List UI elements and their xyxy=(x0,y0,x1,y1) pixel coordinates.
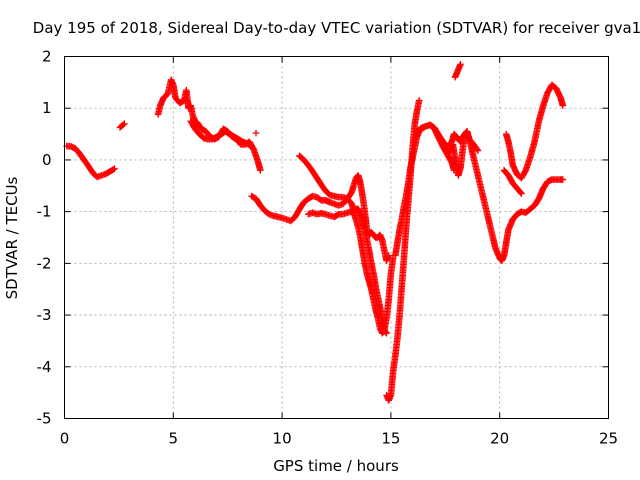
y-tick-label: 1 xyxy=(42,99,52,117)
data-point xyxy=(121,120,128,128)
data-point xyxy=(247,142,254,150)
data-point xyxy=(119,121,127,128)
x-tick-labels: 0 5 10 15 20 25 xyxy=(60,430,618,448)
grid xyxy=(64,56,609,419)
data-point xyxy=(474,147,482,154)
data-point xyxy=(382,329,390,336)
y-tick-label: -3 xyxy=(37,306,52,324)
data-point xyxy=(518,190,525,197)
x-tick-label: 10 xyxy=(273,430,292,448)
data-point xyxy=(111,165,118,173)
data-point xyxy=(559,102,567,109)
data-points xyxy=(63,60,567,404)
data-point xyxy=(383,329,390,337)
data-point xyxy=(257,166,264,174)
y-tick-label: 0 xyxy=(42,151,52,169)
data-point xyxy=(457,60,464,68)
y-axis-label: SDTVAR / TECUs xyxy=(3,176,21,299)
axis-ticks xyxy=(64,56,609,419)
x-tick-label: 20 xyxy=(490,430,509,448)
data-point xyxy=(517,189,524,196)
data-point xyxy=(415,97,423,104)
x-tick-label: 0 xyxy=(60,430,70,448)
y-tick-labels: -5 -4 -3 -2 -1 0 1 2 xyxy=(37,48,52,428)
y-tick-label: -4 xyxy=(37,358,52,376)
data-point xyxy=(385,252,393,259)
x-axis-label: GPS time / hours xyxy=(273,457,399,475)
y-tick-label: -5 xyxy=(37,410,52,428)
data-point xyxy=(559,176,567,183)
x-tick-label: 15 xyxy=(381,430,400,448)
chart-title: Day 195 of 2018, Sidereal Day-to-day VTE… xyxy=(33,19,640,37)
y-tick-label: -1 xyxy=(37,203,52,221)
plot-frame xyxy=(64,56,609,419)
y-tick-label: 2 xyxy=(42,48,52,66)
data-point xyxy=(252,129,260,137)
y-tick-label: -2 xyxy=(37,254,52,272)
data-point xyxy=(248,143,255,151)
x-tick-label: 5 xyxy=(169,430,179,448)
x-tick-label: 25 xyxy=(599,430,618,448)
